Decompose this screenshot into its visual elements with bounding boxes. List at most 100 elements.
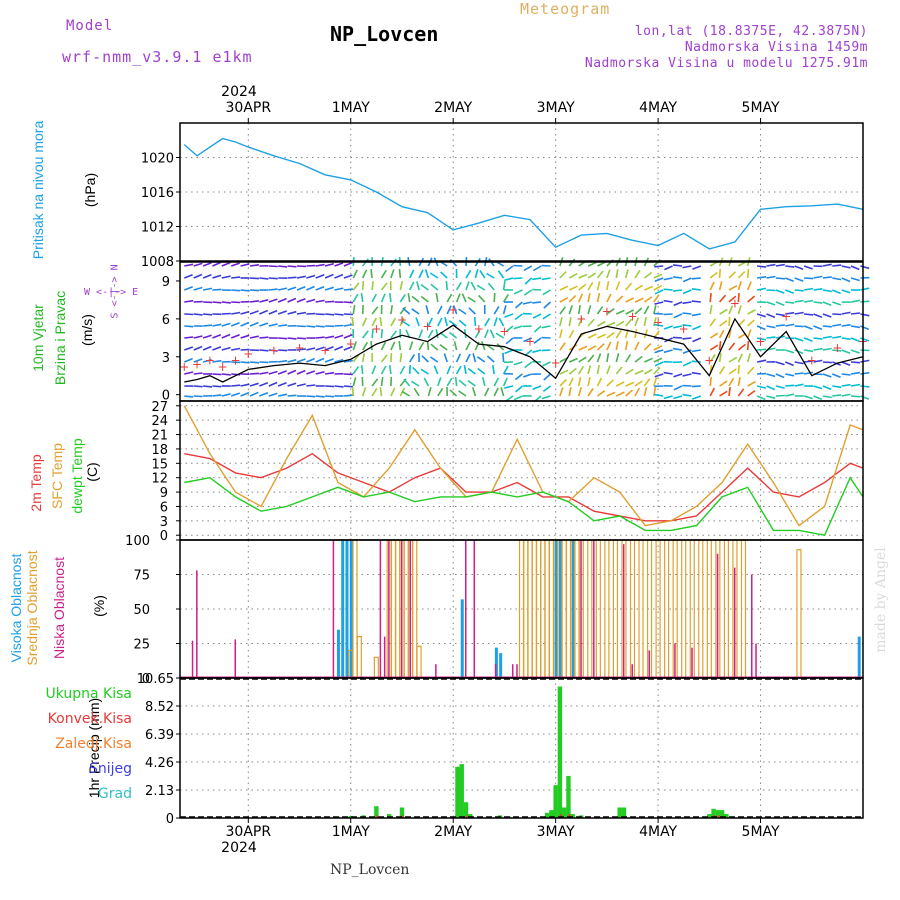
wind-arrow — [427, 387, 432, 397]
wind-arrow — [615, 353, 620, 363]
wind-arrow — [803, 299, 814, 303]
wind-arrow — [719, 380, 728, 387]
precip-tick-label: 2.13 — [145, 784, 174, 799]
wind-arrow — [746, 353, 751, 363]
wind-arrow — [278, 287, 288, 291]
wind-arrow — [193, 345, 203, 351]
wind-arrow — [577, 387, 582, 397]
wind-arrow — [390, 269, 395, 279]
wind-arrow — [543, 301, 552, 309]
cloud-high-bar — [345, 540, 349, 678]
wind-arrow — [653, 366, 661, 375]
wind-tick-label: 6 — [162, 313, 170, 328]
precip-total-bar — [561, 807, 567, 818]
wind-arrow — [502, 365, 509, 375]
wind-arrow — [577, 304, 581, 315]
wind-arrow — [268, 370, 278, 375]
wind-arrow — [625, 389, 633, 397]
wind-arrow — [803, 337, 813, 343]
wind-arrow — [449, 389, 458, 397]
wind-arrow — [709, 271, 718, 279]
wind-arrow — [596, 364, 600, 375]
wind-arrow — [841, 265, 851, 269]
wind-arrow — [306, 298, 316, 303]
wind-arrow — [212, 261, 222, 267]
precip-tick-label: 8.52 — [145, 700, 174, 715]
wind-arrow — [756, 325, 766, 331]
wind-arrow — [653, 273, 663, 279]
wind-arrow — [766, 373, 776, 378]
wind-arrow — [202, 334, 212, 339]
wind-arrow — [709, 332, 719, 339]
cloud-low-bar — [400, 540, 403, 678]
wind-arrow — [747, 295, 756, 303]
wind-arrow — [425, 305, 430, 315]
wind-arrow — [221, 275, 231, 279]
model-name: wrf-nmm_v3.9.1 e1km — [62, 48, 253, 66]
cloud-high-bar — [554, 540, 558, 678]
temp-tick-label: 27 — [151, 400, 168, 415]
wind-gust-marker: + — [576, 312, 586, 326]
wind-arrow — [559, 342, 566, 351]
cloud-mid-bar — [544, 539, 550, 679]
wind-arrow — [287, 337, 297, 340]
wind-arrow — [523, 373, 532, 378]
wind-arrow — [728, 295, 737, 303]
wind-arrow — [577, 317, 583, 327]
model-label: Model — [66, 18, 114, 34]
wind-arrow — [860, 395, 870, 400]
wind-arrow — [454, 376, 458, 387]
wind-arrow — [343, 394, 353, 397]
temp-sfc-line — [183, 405, 864, 527]
wind-arrow — [653, 345, 663, 351]
wind-arrow — [606, 269, 611, 279]
wind-arrow — [446, 293, 453, 303]
wind-arrow — [634, 297, 644, 303]
wind-arrow — [193, 358, 203, 363]
wind-arrow — [343, 261, 353, 267]
precip-convective-bar — [465, 815, 468, 818]
wind-arrow — [747, 389, 756, 397]
wind-arrow — [682, 349, 692, 354]
wind-arrow — [643, 329, 649, 339]
wind-arrow — [747, 380, 756, 387]
wind-arrow — [484, 387, 490, 397]
wind-arrow — [467, 380, 476, 387]
wind-arrow — [370, 341, 373, 351]
wind-gust-marker: + — [781, 309, 791, 323]
temp-tick-label: 21 — [151, 429, 168, 444]
wind-arrow — [654, 289, 664, 295]
wind-arrow — [813, 385, 823, 390]
wind-arrow — [184, 371, 194, 375]
wind-arrow — [766, 313, 776, 319]
wind-arrow — [504, 385, 514, 389]
wind-arrow — [343, 359, 353, 363]
wind-arrow — [832, 349, 842, 352]
wind-arrow — [832, 373, 841, 379]
wind-gust-marker: + — [218, 360, 228, 374]
precip-convective-bar — [568, 814, 571, 818]
wind-arrow — [453, 341, 458, 351]
wind-gust-marker: + — [832, 341, 842, 355]
wind-arrow — [221, 312, 231, 315]
wind-arrow — [343, 345, 353, 351]
cloud-mid-bar — [604, 539, 610, 679]
wind-arrow — [766, 325, 776, 329]
wind-arrow — [634, 387, 641, 397]
wind-arrow — [841, 311, 851, 315]
wind-arrow — [470, 281, 477, 291]
wind-arrow — [324, 358, 334, 363]
wind-arrow — [654, 349, 664, 354]
wind-arrow — [813, 275, 823, 279]
wind-arrow — [380, 341, 387, 351]
wind-arrow — [822, 385, 832, 391]
wind-arrow — [766, 263, 776, 267]
wind-arrow — [775, 361, 785, 366]
wind-arrow — [756, 385, 767, 389]
cloud-mid-bar — [548, 539, 554, 679]
wind-arrow — [775, 277, 785, 280]
wind-vectors — [183, 256, 870, 403]
wind-arrow — [841, 289, 851, 294]
lonlat-label: lon,lat (18.8375E, 42.3875N) — [634, 24, 868, 39]
cloud-low-bar — [733, 567, 736, 678]
